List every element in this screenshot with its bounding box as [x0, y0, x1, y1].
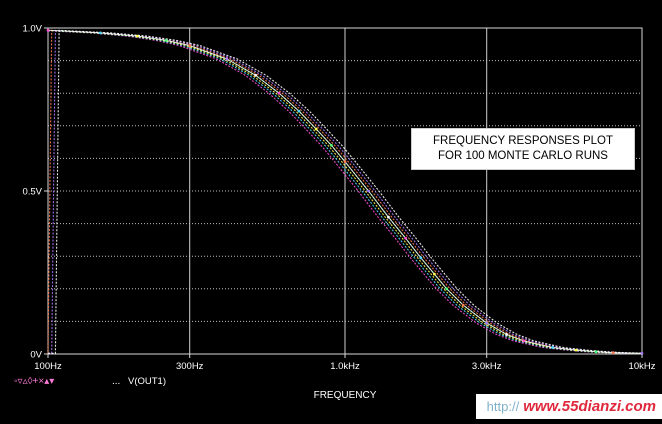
watermark-prefix: http:// [486, 399, 520, 414]
data-point [522, 339, 526, 343]
data-point [611, 351, 615, 355]
y-tick-label: 0V [30, 350, 42, 361]
data-point [505, 333, 508, 336]
legend: ◦▿▵◊+×▴▾ ... V(OUT1) [14, 376, 166, 387]
series-line [47, 30, 642, 354]
data-point [136, 34, 139, 38]
data-point [277, 91, 281, 95]
data-point [46, 28, 50, 32]
legend-markers: ◦▿▵◊+×▴▾ [14, 376, 54, 387]
legend-label: V(OUT1) [128, 376, 166, 387]
data-point [367, 189, 370, 193]
data-point [164, 38, 168, 42]
data-point [98, 31, 102, 35]
y-tick-label: 1.0V [22, 24, 42, 35]
watermark: http:// www.55dianzi.com [476, 394, 662, 419]
data-point [188, 44, 192, 47]
axis-ticks: 100Hz 300Hz 1.0kHz 3.0kHz 10kHz 0V 0.5V 1.0V [22, 24, 655, 373]
x-tick-label: 100Hz [34, 361, 62, 372]
data-point [314, 127, 318, 131]
data-point [551, 346, 554, 349]
x-axis-title: FREQUENCY [314, 390, 377, 401]
legend-ellipsis: ... [112, 376, 120, 387]
x-tick-label: 300Hz [176, 361, 204, 372]
data-point [574, 348, 578, 352]
x-tick-label: 10kHz [629, 361, 656, 372]
y-tick-label: 0.5V [22, 187, 42, 198]
data-point [343, 160, 347, 164]
x-tick-label: 3.0kHz [472, 361, 502, 372]
data-point [485, 321, 489, 325]
data-point [594, 350, 598, 354]
data-point [225, 57, 229, 61]
data-point [254, 73, 257, 77]
annotation-line-2: FOR 100 MONTE CARLO RUNS [438, 150, 608, 162]
series-line [48, 29, 643, 354]
data-point [297, 109, 301, 113]
data-point [445, 287, 449, 291]
data-point [387, 215, 390, 219]
watermark-site: www.55dianzi.com [523, 398, 656, 415]
x-tick-label: 1.0kHz [330, 361, 360, 372]
series-line [48, 29, 643, 354]
data-point [433, 272, 436, 276]
annotation-box: FREQUENCY RESPONSES PLOT FOR 100 MONTE C… [411, 128, 635, 170]
data-point [419, 256, 423, 260]
monte-carlo-curves [46, 28, 644, 355]
data-point [404, 236, 408, 240]
data-point [640, 351, 644, 355]
annotation-line-1: FREQUENCY RESPONSES PLOT [433, 135, 613, 147]
series-line [47, 29, 643, 354]
data-point [461, 303, 465, 307]
data-point [330, 143, 333, 147]
